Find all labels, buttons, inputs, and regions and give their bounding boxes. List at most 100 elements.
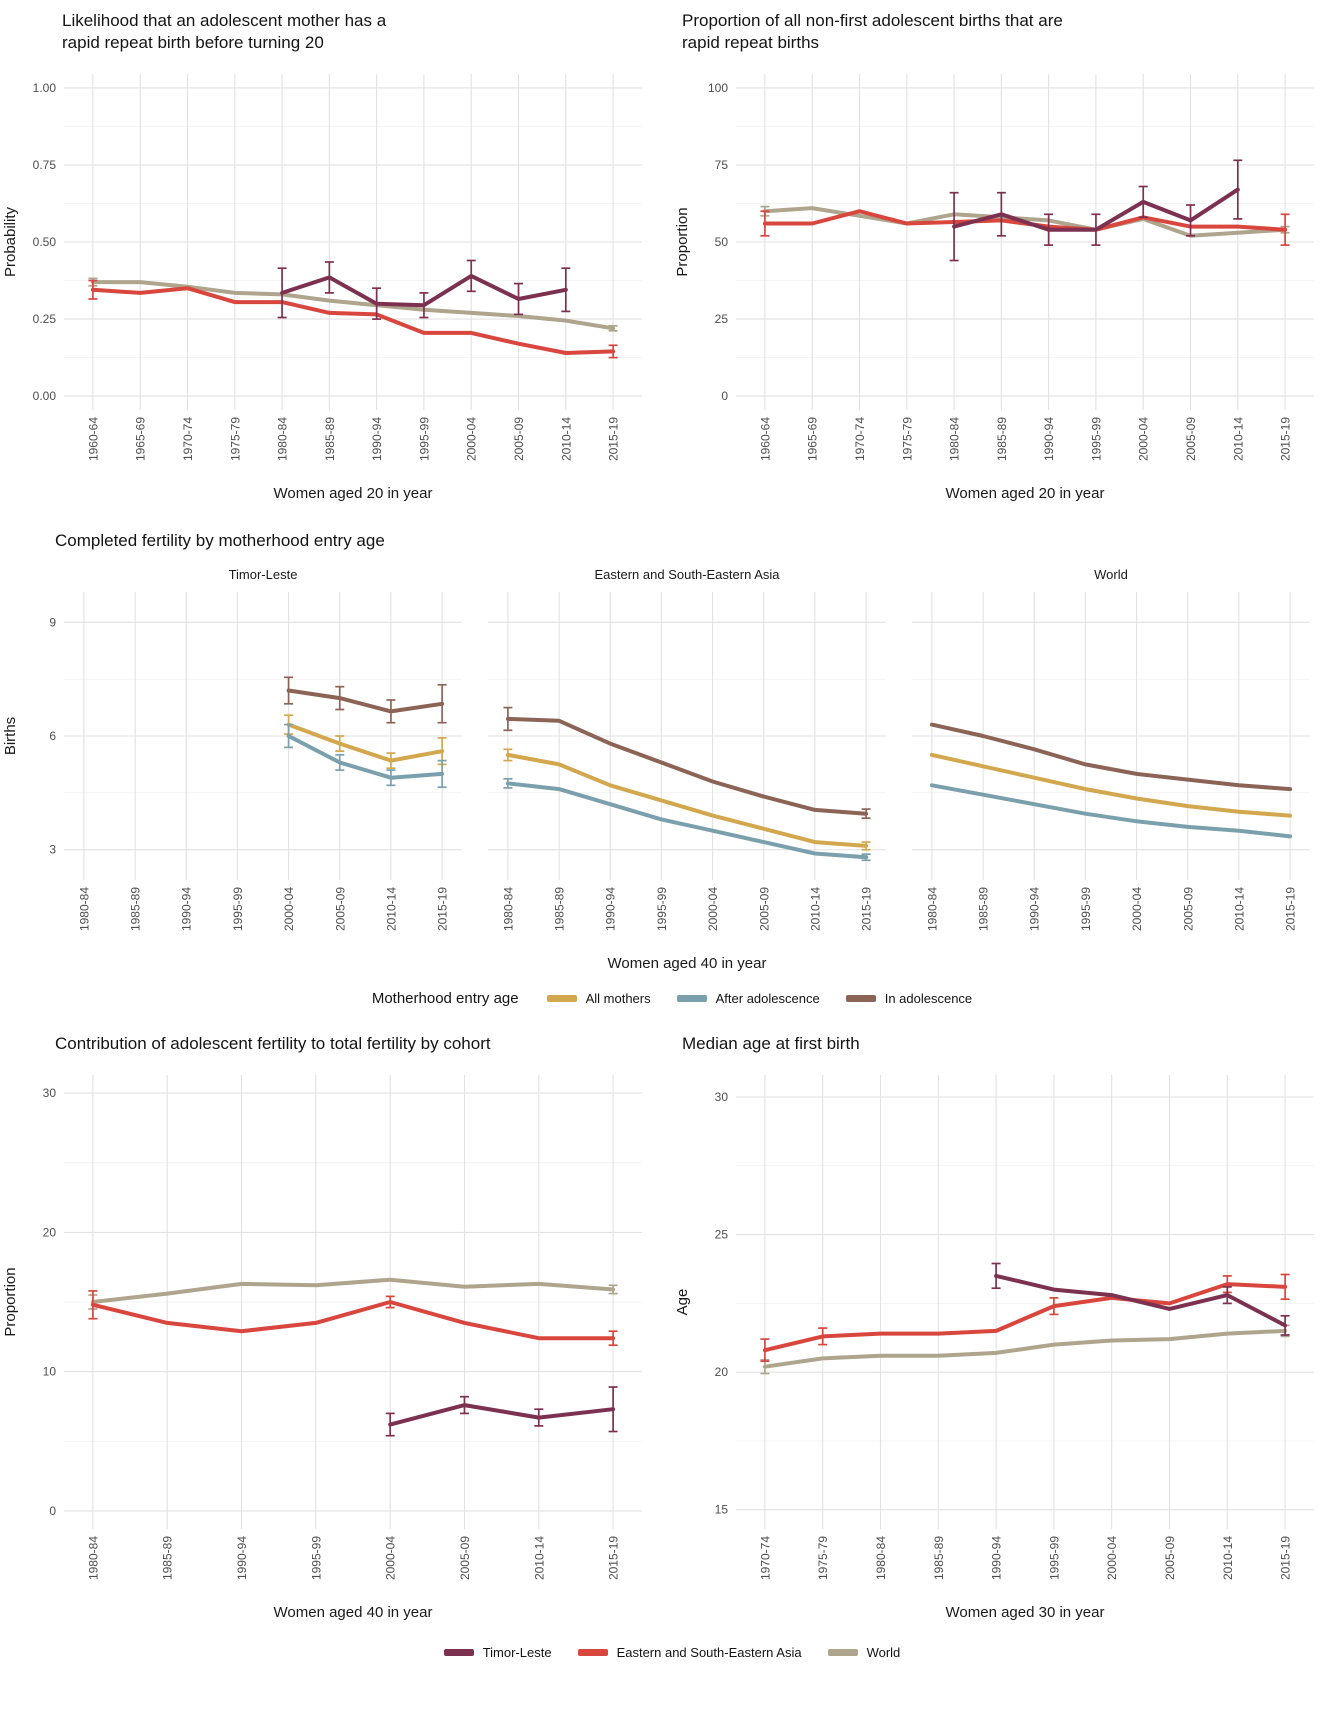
x-tick-label: 1995-99 (655, 887, 669, 931)
y-tick-label: 25 (715, 1228, 729, 1242)
x-tick-label: 2000-04 (1105, 1536, 1119, 1580)
legend-label: Eastern and South-Eastern Asia (616, 1645, 802, 1661)
y-tick-label: 0.75 (33, 158, 57, 172)
series-line-world (90, 1278, 616, 1305)
series-line-after-adolescence (286, 734, 445, 780)
panel-adolescent-contribution: Contribution of adolescent fertility to … (0, 1033, 672, 1627)
x-tick-label: 1990-94 (180, 887, 194, 931)
series-line-timor-leste (952, 187, 1240, 232)
legend-label: In adolescence (884, 991, 973, 1007)
y-axis-title: Proportion (674, 208, 691, 277)
x-tick-label: 2005-09 (1163, 1536, 1177, 1580)
x-tick-label: 2005-09 (458, 1536, 472, 1580)
series-timor-leste (949, 159, 1243, 262)
x-tick-label: 2010-14 (1221, 1536, 1235, 1580)
x-tick-label: 1985-89 (553, 887, 567, 931)
y-tick-label: 30 (43, 1086, 57, 1100)
legend-label: All mothers (585, 991, 651, 1007)
gridlines (488, 592, 886, 881)
series-eastern-and-south-eastern-asia (88, 279, 618, 359)
x-tick-label: 2000-04 (282, 887, 296, 931)
x-axis-title: Women aged 40 in year (608, 955, 767, 972)
x-tick-label: 1985-89 (323, 417, 337, 461)
series-after-adolescence (929, 783, 1293, 839)
x-tick-label: 1985-89 (161, 1536, 175, 1580)
x-tick-label: 1970-74 (181, 417, 195, 461)
y-axis-title: Probability (2, 207, 19, 278)
x-tick-label: 2005-09 (512, 417, 526, 461)
legend-regions: Timor-Leste Eastern and South-Eastern Asi… (0, 1645, 1344, 1660)
x-tick-label: 2015-19 (1279, 1536, 1293, 1580)
series-line-all-mothers (505, 753, 869, 849)
x-tick-label: 1995-99 (1047, 1536, 1061, 1580)
legend-swatch-eastern-and-south-eastern-asia (577, 1649, 608, 1657)
x-tick-label: 2000-04 (1130, 887, 1144, 931)
legend-title: Motherhood entry age (371, 990, 519, 1008)
legend-swatch-after-adolescence (676, 995, 707, 1003)
x-tick-label: 2010-14 (1231, 417, 1245, 461)
chart-title-adolescent-contribution: Contribution of adolescent fertility to … (55, 1034, 491, 1054)
legend-motherhood-entry-age: Motherhood entry age All mothers After ado… (0, 990, 1344, 1007)
x-tick-label: 1995-99 (309, 1536, 323, 1580)
facet-panel-eastern-and-south-eastern-asia: Eastern and South-Eastern Asia 1980-84 198… (488, 567, 886, 931)
x-tick-label: 1965-69 (806, 417, 820, 461)
completed-fertility-by-motherhood-entry-age-svg: Births Women aged 40 in year Timor-Leste 3 6… (2, 567, 1310, 972)
legend-swatch-all-mothers (546, 995, 577, 1003)
x-tick-label: 1995-99 (1079, 887, 1093, 931)
chart-title-median-age-first-birth: Median age at first birth (682, 1034, 860, 1054)
y-tick-label: 3 (49, 843, 56, 857)
x-tick-label: 2015-19 (1284, 887, 1298, 931)
middle-row: Completed fertility by motherhood entry … (0, 530, 1344, 1007)
x-tick-label: 2015-19 (436, 887, 450, 931)
x-tick-label: 1985-89 (977, 887, 991, 931)
y-tick-label: 0.50 (33, 235, 57, 249)
gridlines (736, 74, 1314, 411)
x-tick-label: 1960-64 (86, 417, 100, 461)
panel-completed-fertility: Completed fertility by motherhood entry … (0, 530, 1344, 1007)
x-tick-label: 2015-19 (1279, 417, 1293, 461)
y-tick-label: 100 (708, 81, 728, 95)
y-tick-label: 20 (715, 1366, 729, 1380)
chart-completed-fertility: Births Women aged 40 in year Timor-Leste 3 6… (0, 558, 1344, 978)
x-tick-label: 2015-19 (860, 887, 874, 931)
facet-label: Eastern and South-Eastern Asia (594, 567, 780, 582)
y-tick-label: 0 (49, 1504, 56, 1518)
legend-swatch-timor-leste (443, 1649, 474, 1657)
x-tick-label: 1975-79 (228, 417, 242, 461)
y-tick-label: 6 (49, 729, 56, 743)
chart-title-rapid-repeat-proportion: Proportion of all non-first adolescent b… (682, 11, 1063, 53)
series-world (88, 277, 618, 332)
series-line-timor-leste (994, 1274, 1288, 1328)
facet-panel-main: 0 25 50 75 100 1960-64 1965-69 1970-74 1975-79 19… (708, 74, 1314, 461)
x-tick-label: 1975-79 (900, 417, 914, 461)
y-tick-label: 0 (721, 389, 728, 403)
x-tick-label: 2000-04 (465, 417, 479, 461)
series-line-eastern-and-south-eastern-asia (90, 286, 616, 356)
facet-label: Timor-Leste (229, 567, 298, 582)
series-line-in-adolescence (286, 688, 445, 714)
series-line-after-adolescence (505, 781, 869, 860)
x-tick-label: 1980-84 (86, 1536, 100, 1580)
proportion-of-all-non-first-adolescent-births-that-are-rapid-repeat-births-svg: Proportion Women aged 20 in year 0 25 50 75 10… (674, 74, 1314, 502)
x-tick-label: 2010-14 (559, 417, 573, 461)
x-axis-title: Women aged 40 in year (274, 1604, 433, 1621)
y-tick-label: 25 (715, 312, 729, 326)
x-tick-label: 1970-74 (758, 1536, 772, 1580)
legend-label: After adolescence (715, 991, 820, 1007)
likelihood-that-an-adolescent-mother-has-a-rapid-repeat-birth-before-turning-20-svg: Probability Women aged 20 in year 0.00 0.25… (2, 74, 642, 502)
series-line-timor-leste (280, 274, 568, 308)
chart-median-age-first-birth: Age Women aged 30 in year 15 20 25 30 1970-74 1… (672, 1061, 1344, 1627)
series-timor-leste (277, 259, 571, 321)
x-tick-label: 1995-99 (417, 417, 431, 461)
x-tick-label: 2015-19 (607, 1536, 621, 1580)
x-tick-label: 2000-04 (1137, 417, 1151, 461)
legend-label: Timor-Leste (482, 1645, 552, 1661)
series-in-adolescence (284, 676, 447, 724)
series-all-mothers (284, 714, 447, 770)
chart-title-completed-fertility: Completed fertility by motherhood entry … (55, 531, 385, 551)
gridlines (64, 74, 642, 411)
series-line-world (90, 280, 616, 331)
legend-item-all-mothers: All mothers (546, 991, 651, 1007)
chart-title-rapid-repeat-likelihood: Likelihood that an adolescent mother has… (62, 11, 387, 53)
